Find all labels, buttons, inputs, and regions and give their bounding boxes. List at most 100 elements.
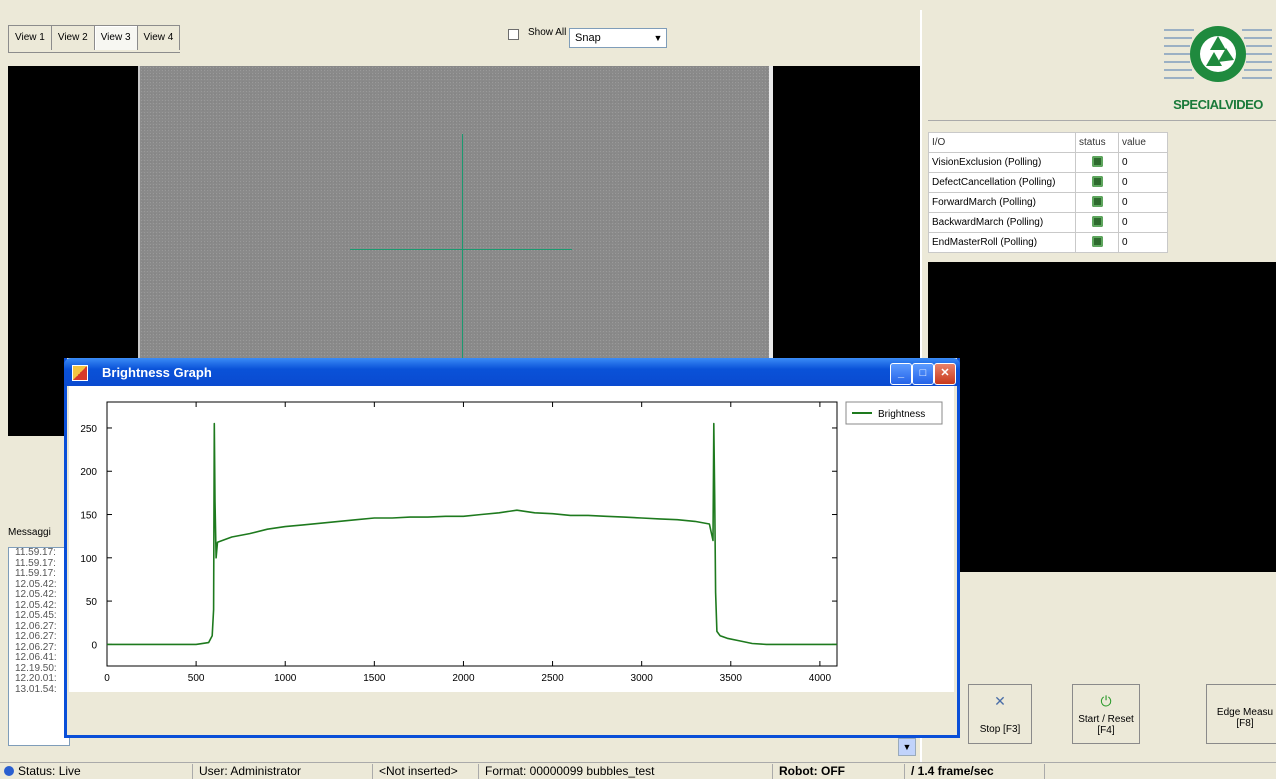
checkbox-box[interactable] [508,29,519,40]
list-item: 11.59.17: [15,568,56,579]
y-tick-label: 150 [80,511,97,522]
io-value: 0 [1118,152,1168,173]
power-icon: ⏻ [1100,693,1112,709]
io-name: BackwardMarch (Polling) [928,212,1076,233]
info-icon [4,766,14,776]
stop-button-label: Stop [F3] [979,724,1021,735]
list-item: 12.05.45: [15,610,57,621]
table-row: VisionExclusion (Polling) 0 [928,152,1168,173]
app-icon [72,365,88,381]
status-led-icon [1091,215,1103,227]
brightness-series-line [107,422,837,646]
secondary-viewer [928,262,1276,572]
legend-label: Brightness [878,409,925,420]
logo-aperture-icon [1164,26,1272,82]
list-item: 12.05.42: [15,599,57,611]
crosshair-horizontal [350,249,572,250]
mode-select[interactable]: Snap ▼ [569,28,667,48]
x-tick-label: 4000 [809,673,832,684]
stop-button[interactable]: ✕ Stop [F3] [968,684,1032,744]
io-name: ForwardMarch (Polling) [928,192,1076,213]
io-table: I/O status value VisionExclusion (Pollin… [928,132,1168,253]
x-tick-label: 0 [104,673,110,684]
close-icon: ✕ [994,693,1006,709]
x-tick-label: 3000 [631,673,654,684]
io-value: 0 [1118,232,1168,253]
start-reset-button-label: Start / Reset [F4] [1078,714,1134,736]
status-live: Status: Live [0,764,81,779]
y-tick-label: 250 [80,424,97,435]
x-tick-label: 2500 [541,673,564,684]
scroll-down-button[interactable]: ▼ [898,738,916,756]
list-item: 11.59.17: [15,547,56,558]
tab-view-1[interactable]: View 1 [9,26,52,50]
edge-measure-button[interactable]: Edge Measu [F8] [1206,684,1276,744]
brightness-chart: 0 500 1000 1500 2000 2500 3000 3500 4000 0 50 100 15… [80,401,943,684]
status-empty [1044,764,1147,779]
list-item: 11.59.17: [15,557,56,569]
status-format: Format: 00000099 bubbles_test [478,764,654,779]
y-tick-label: 50 [86,597,98,608]
messages-list[interactable]: 11.59.17: 11.59.17: 11.59.17: 12.05.42: … [8,547,70,746]
specialvideo-logo: SPECIALVIDEO [1164,20,1272,124]
table-row: EndMasterRoll (Polling) 0 [928,232,1168,253]
x-tick-label: 1000 [274,673,297,684]
status-bar: Status: Live User: Administrator <Not in… [0,762,1276,779]
mode-select-value: Snap [575,32,601,44]
status-led-icon [1091,175,1103,187]
status-user: User: Administrator [192,764,301,779]
crosshair-vertical [462,134,463,360]
x-tick-label: 500 [188,673,205,684]
maximize-button[interactable]: □ [912,363,934,385]
start-reset-button[interactable]: ⏻ Start / Reset [F4] [1072,684,1140,744]
list-item: 12.05.42: [15,589,57,600]
tab-view-3[interactable]: View 3 [94,26,138,50]
y-tick-label: 100 [80,554,97,565]
list-item: 12.06.27: [15,631,57,642]
view-tabs: View 1 View 2 View 3 View 4 [8,25,181,53]
io-header-status: status [1075,132,1119,153]
edge-measure-button-label: Edge Measu [F8] [1216,707,1274,729]
status-led-icon [1091,155,1103,167]
show-all-checkbox[interactable]: Show All [508,27,566,55]
y-tick-label: 0 [91,640,97,651]
list-item: 12.06.41: [15,652,57,663]
list-item: 12.20.01: [15,673,57,684]
y-tick-label: 200 [80,467,97,478]
list-item: 12.19.50: [15,662,57,674]
list-item: 12.05.42: [15,578,57,590]
io-name: DefectCancellation (Polling) [928,172,1076,193]
graph-plot-area: 0 500 1000 1500 2000 2500 3000 3500 4000 0 50 100 15… [69,386,954,692]
io-header-value: value [1118,132,1168,153]
io-name: VisionExclusion (Polling) [928,152,1076,173]
view-toolbar: View 1 View 2 View 3 View 4 [0,0,920,78]
plot-frame [106,401,838,667]
show-all-label: Show All [528,27,567,38]
status-text: Status: Live [18,764,81,778]
minimize-button[interactable]: _ [890,363,912,385]
x-tick-label: 2000 [452,673,475,684]
tab-view-4[interactable]: View 4 [138,26,181,50]
status-insert: <Not inserted> [372,764,458,779]
io-name: EndMasterRoll (Polling) [928,232,1076,253]
logo-text: SPECIALVIDEO [1173,97,1263,112]
dropdown-arrow-icon[interactable]: ▼ [653,33,663,43]
legend-box [845,401,943,425]
list-item: 12.06.27: [15,620,57,632]
window-titlebar[interactable]: Brightness Graph _ □ ✕ [64,358,960,386]
list-item: 12.06.27: [15,641,57,653]
status-robot: Robot: OFF [772,764,845,779]
table-row: ForwardMarch (Polling) 0 [928,192,1168,213]
io-value: 0 [1118,192,1168,213]
table-row: DefectCancellation (Polling) 0 [928,172,1168,193]
status-led-icon [1091,235,1103,247]
status-fps: / 1.4 frame/sec [904,764,994,779]
io-header-name: I/O [928,132,1076,153]
x-tick-label: 1500 [363,673,386,684]
io-value: 0 [1118,172,1168,193]
tab-view-2[interactable]: View 2 [52,26,95,50]
close-button[interactable]: ✕ [934,363,956,385]
status-led-icon [1091,195,1103,207]
io-value: 0 [1118,212,1168,233]
list-item: 13.01.54: [15,683,57,695]
